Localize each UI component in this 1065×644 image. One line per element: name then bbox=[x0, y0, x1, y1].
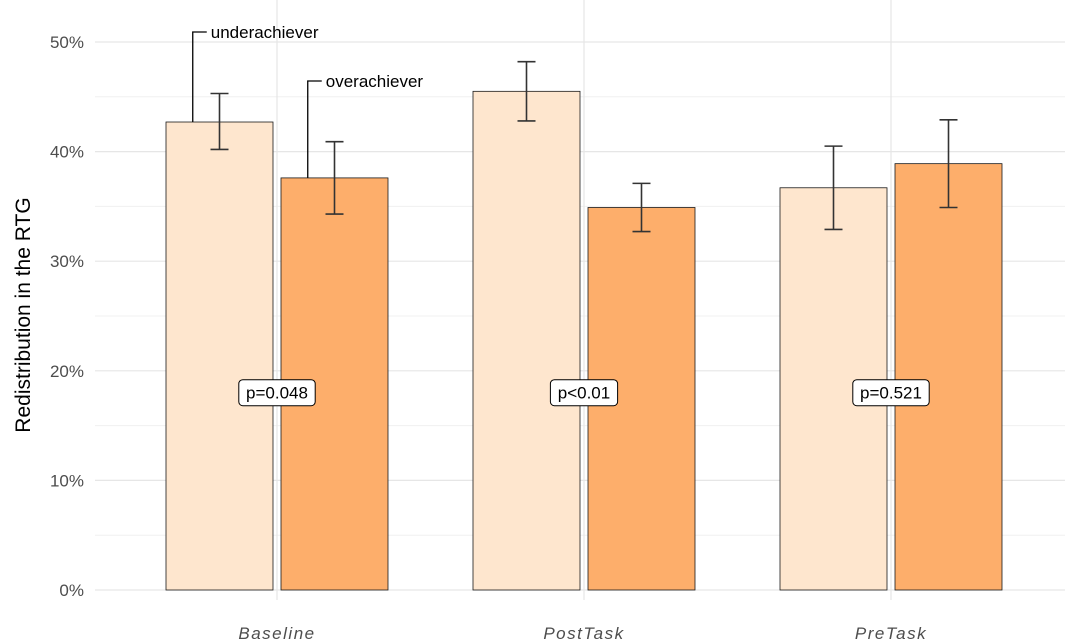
y-tick-label: 40% bbox=[50, 143, 84, 162]
p-value-label: p<0.01 bbox=[549, 379, 619, 407]
p-value-text: p=0.521 bbox=[860, 384, 922, 403]
y-tick-label: 30% bbox=[50, 252, 84, 271]
bar-underachiever-Baseline bbox=[165, 121, 274, 591]
annotation-label: overachiever bbox=[326, 72, 424, 91]
y-tick-label: 10% bbox=[50, 471, 84, 490]
error-bar bbox=[210, 92, 229, 151]
p-value-text: p<0.01 bbox=[558, 384, 610, 403]
bar-underachiever-PostTask bbox=[472, 90, 581, 591]
y-axis-title: Redistribution in the RTG bbox=[12, 197, 35, 432]
x-axis-ticks: Baseline PostTask PreTask bbox=[238, 624, 927, 643]
error-bar bbox=[632, 182, 651, 233]
p-value-labels: p=0.048 p<0.01 p=0.521 bbox=[238, 379, 930, 407]
error-bar bbox=[824, 145, 843, 231]
p-value-label: p=0.048 bbox=[238, 379, 316, 407]
y-tick-label: 50% bbox=[50, 33, 84, 52]
bars bbox=[165, 90, 1003, 591]
annotation-overachiever: overachiever bbox=[307, 72, 424, 178]
error-bar bbox=[325, 140, 344, 215]
series-annotations: underachiever overachiever bbox=[192, 23, 424, 178]
error-bar bbox=[939, 119, 958, 209]
error-bars bbox=[210, 60, 958, 233]
y-axis-ticks: 0% 10% 20% 30% 40% 50% bbox=[50, 33, 84, 600]
y-tick-label: 0% bbox=[59, 581, 84, 600]
x-tick-label: PostTask bbox=[543, 624, 624, 643]
x-tick-label: PreTask bbox=[855, 624, 927, 643]
x-tick-label: Baseline bbox=[238, 624, 315, 643]
bar-overachiever-PreTask bbox=[894, 163, 1003, 591]
y-tick-label: 20% bbox=[50, 362, 84, 381]
annotation-underachiever: underachiever bbox=[192, 23, 319, 123]
p-value-text: p=0.048 bbox=[246, 384, 308, 403]
p-value-label: p=0.521 bbox=[852, 379, 930, 407]
annotation-label: underachiever bbox=[211, 23, 319, 42]
error-bar bbox=[517, 60, 536, 122]
